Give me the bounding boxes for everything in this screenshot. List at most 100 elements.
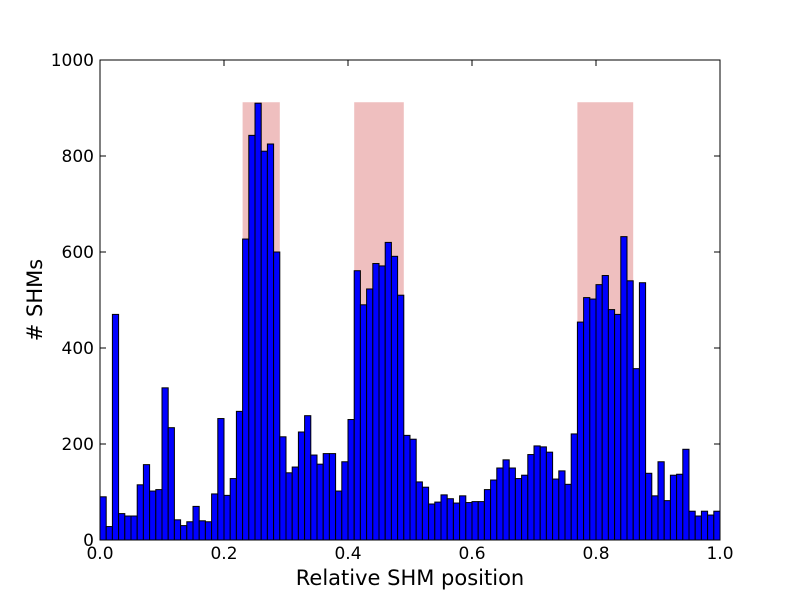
x-tick-label: 0.6 xyxy=(458,544,485,564)
histogram-bar xyxy=(694,515,702,541)
histogram-bar xyxy=(595,284,603,541)
histogram-bar xyxy=(638,282,647,541)
y-axis-label: # SHMs xyxy=(23,259,47,341)
x-axis-label: Relative SHM position xyxy=(296,566,524,590)
histogram-bar xyxy=(217,418,225,541)
histogram-bar xyxy=(397,294,405,541)
histogram-bar xyxy=(508,467,516,541)
histogram-bar xyxy=(490,479,498,541)
histogram-bar xyxy=(614,313,622,541)
histogram-bar xyxy=(558,470,566,541)
histogram-bar xyxy=(564,483,572,541)
y-axis-ticks: 0 200 400 600 800 1000 xyxy=(51,51,720,551)
y-tick-label: 0 xyxy=(83,531,94,551)
histogram-bar xyxy=(223,494,231,541)
histogram-bar xyxy=(248,134,256,541)
histogram-bar xyxy=(589,298,597,541)
histogram-bar xyxy=(570,433,578,541)
histogram-bar xyxy=(502,459,510,541)
histogram-bar xyxy=(335,490,343,541)
histogram-bar xyxy=(180,525,188,541)
histogram-bar xyxy=(620,236,628,541)
histogram-bar xyxy=(583,297,591,541)
histogram-bar xyxy=(626,280,634,541)
histogram-bar xyxy=(161,387,169,541)
histogram-bar xyxy=(186,521,194,541)
histogram-bar xyxy=(291,466,299,541)
histogram-bar xyxy=(514,478,523,541)
histogram-bar xyxy=(682,448,690,541)
histogram-bar xyxy=(632,368,640,541)
histogram-bar xyxy=(459,495,467,541)
histogram-bar xyxy=(353,270,361,541)
x-tick-label: 0.8 xyxy=(582,544,609,564)
histogram-bar xyxy=(254,102,262,541)
x-tick-label: 0.4 xyxy=(334,544,361,564)
histogram-bar xyxy=(366,288,374,541)
histogram-bar xyxy=(322,453,330,541)
histogram-bar xyxy=(149,490,157,541)
histogram-bar xyxy=(545,451,554,541)
histogram-bar xyxy=(576,321,585,541)
histogram-bar xyxy=(347,419,355,541)
y-tick-label: 600 xyxy=(62,243,94,263)
histogram-bar xyxy=(496,467,504,541)
histogram-bar xyxy=(465,502,473,541)
histogram-bar xyxy=(266,143,275,541)
histogram-bar xyxy=(645,472,653,541)
histogram-bar xyxy=(297,431,306,541)
histogram-bar xyxy=(111,313,120,541)
histogram-bar xyxy=(483,489,492,541)
histogram-bar xyxy=(415,481,423,541)
histogram-bar xyxy=(521,474,529,541)
histogram-bar xyxy=(539,446,547,541)
histogram-bar xyxy=(527,454,535,541)
histogram-bar xyxy=(124,515,132,541)
histogram-bar xyxy=(657,461,665,541)
histogram-bar xyxy=(471,501,479,541)
histogram-bar xyxy=(372,263,380,541)
histogram-bar xyxy=(440,494,448,541)
histogram-bar xyxy=(421,486,430,541)
histogram-bars xyxy=(99,102,721,541)
histogram-bar xyxy=(310,454,318,541)
histogram-bar xyxy=(118,513,126,541)
histogram-bar xyxy=(676,473,684,541)
histogram-bar xyxy=(651,495,659,541)
x-tick-label: 1.0 xyxy=(706,544,733,564)
histogram-bar xyxy=(378,265,386,541)
histogram-bar xyxy=(105,526,113,541)
histogram-bar xyxy=(136,484,144,541)
histogram-bar xyxy=(700,510,709,541)
histogram-bar xyxy=(328,453,337,541)
x-tick-label: 0.2 xyxy=(210,544,237,564)
histogram-bar xyxy=(316,463,324,541)
histogram-bar xyxy=(669,474,678,541)
histogram-bar xyxy=(198,520,206,541)
y-tick-label: 800 xyxy=(62,147,94,167)
histogram-bar xyxy=(242,238,250,541)
histogram-bar xyxy=(235,410,244,541)
histogram-bar xyxy=(273,251,281,541)
histogram-bar xyxy=(477,501,485,541)
histogram-bar xyxy=(601,275,609,541)
histogram-bar xyxy=(359,304,368,541)
histogram-bar xyxy=(229,478,237,541)
histogram-bar xyxy=(167,427,175,541)
histogram-bar xyxy=(142,464,151,541)
histogram-bar xyxy=(192,505,200,541)
histogram-bar xyxy=(99,496,107,541)
histogram-bar xyxy=(607,309,616,541)
histogram-bar xyxy=(285,472,293,541)
histogram-bar xyxy=(434,501,442,541)
histogram-bar xyxy=(390,255,399,541)
histogram-bar xyxy=(173,519,182,541)
histogram-bar xyxy=(533,445,541,541)
x-axis-ticks: 0.0 0.2 0.4 0.6 0.8 1.0 xyxy=(86,60,734,564)
x-tick-label: 0.0 xyxy=(86,544,113,564)
histogram-bar xyxy=(663,500,671,541)
histogram-bar xyxy=(155,489,163,541)
histogram-bar xyxy=(341,461,349,541)
histogram-bar xyxy=(552,478,560,541)
